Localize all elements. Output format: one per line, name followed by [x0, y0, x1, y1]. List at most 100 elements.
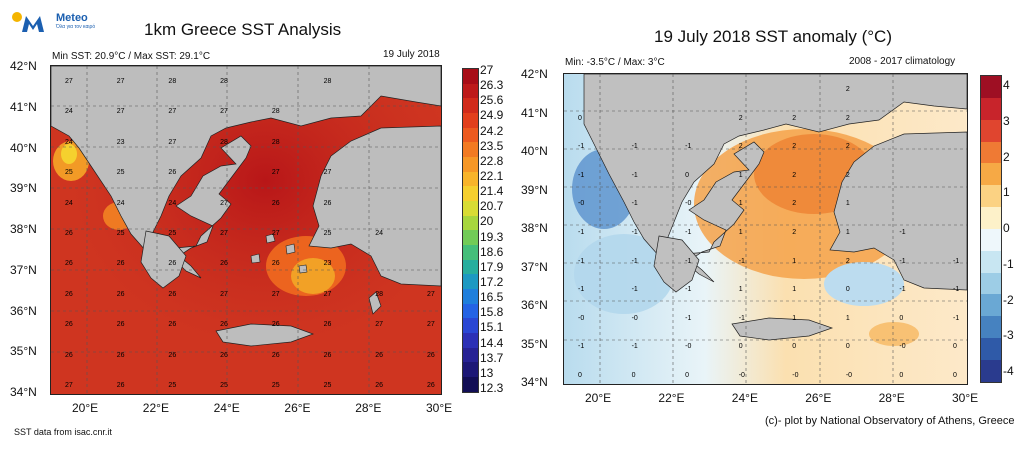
grid-value-label: 24: [116, 199, 125, 207]
colorbar-tick-label: 13: [480, 365, 494, 380]
grid-value-label: 26: [323, 351, 332, 359]
right-anomaly-stats: Min: -3.5°C / Max: 3°C: [565, 57, 665, 68]
grid-value-label: 26: [220, 351, 228, 359]
colorbar-swatch: [981, 272, 1001, 295]
colorbar-swatch: [463, 98, 478, 114]
colorbar-tick-label: 17.9: [480, 259, 504, 274]
grid-value-label: 1: [792, 314, 797, 322]
grid-value-label: -1: [899, 229, 906, 236]
colorbar-swatch: [463, 127, 478, 143]
latitude-label: 36°N: [10, 303, 37, 318]
grid-value-label: 27: [323, 169, 332, 177]
colorbar-swatch: [463, 83, 478, 99]
grid-value-label: 27: [116, 108, 125, 116]
colorbar-tick-label: 24.2: [480, 123, 504, 138]
grid-value-label: 25: [116, 169, 125, 177]
grid-value-label: 1: [738, 229, 743, 236]
grid-value-label: -1: [631, 200, 638, 208]
grid-value-label: 0: [792, 343, 797, 351]
grid-value-label: -1: [685, 229, 692, 236]
colorbar-swatch: [981, 207, 1001, 229]
grid-value-label: 24: [375, 230, 384, 237]
cyclades-islands: [250, 233, 308, 274]
grid-value-label: -1: [953, 257, 960, 265]
grid-value-label: -0: [578, 200, 585, 208]
colorbar-tick-label: 22.1: [480, 169, 504, 183]
colorbar-swatch: [463, 289, 478, 304]
grid-value-label: 26: [116, 382, 125, 389]
colorbar-swatch: [981, 338, 1001, 360]
grid-value-label: -1: [685, 143, 692, 151]
grid-value-label: 26: [65, 321, 73, 329]
grid-value-label: 26: [271, 351, 280, 359]
left-sst-stats: Min SST: 20.9°C / Max SST: 29.1°C: [52, 51, 211, 62]
grid-value-label: 26: [168, 321, 177, 329]
grid-value-label: 26: [116, 351, 125, 359]
colorbar-tick-label: 19.3: [480, 229, 504, 244]
colorbar-swatch: [463, 113, 478, 128]
peloponnese: [140, 230, 187, 289]
colorbar-tick-label: 18.6: [480, 244, 504, 259]
grid-value-label: 2: [792, 200, 797, 208]
left-date: 19 July 2018: [383, 49, 440, 60]
latitude-label: 34°N: [10, 385, 37, 399]
grid-value-label: 26: [427, 382, 435, 389]
grid-value-label: 0: [685, 372, 690, 379]
grid-value-label: 27: [168, 138, 177, 146]
colorbar-tick-label: 20.7: [480, 199, 504, 214]
grid-value-label: 24: [65, 108, 73, 116]
grid-value-label: 2: [792, 143, 797, 151]
grid-value-label: -0: [738, 372, 745, 379]
grid-value-label: 26: [271, 260, 280, 268]
colorbar-swatch: [981, 228, 1001, 251]
colorbar-tick-label: 2: [1003, 149, 1010, 164]
grid-value-label: 0: [899, 372, 904, 379]
grid-value-label: 0: [953, 343, 957, 351]
grid-value-label: -1: [685, 286, 692, 294]
colorbar-tick-label: 20: [480, 214, 494, 229]
latitude-label: 37°N: [521, 259, 548, 274]
latitude-label: 42°N: [521, 67, 548, 81]
grid-value-label: 26: [168, 169, 177, 177]
grid-value-label: -1: [578, 171, 585, 179]
colorbar-swatch: [463, 69, 478, 84]
grid-value-label: 26: [168, 351, 177, 359]
grid-value-label: 25: [220, 382, 228, 389]
brand-name: Meteo: [56, 12, 88, 24]
colorbar-swatch: [981, 141, 1001, 164]
longitude-label: 28°E: [878, 391, 905, 405]
grid-value-label: 2: [792, 114, 797, 122]
grid-value-label: 26: [168, 260, 177, 268]
grid-value-label: 26: [271, 199, 280, 207]
grid-value-label: 27: [271, 169, 280, 177]
grid-value-label: -1: [953, 314, 960, 322]
grid-value-label: -1: [899, 257, 906, 265]
grid-value-label: 27: [271, 290, 280, 298]
grid-value-label: 26: [375, 351, 384, 359]
colorbar-tick-label: 25.6: [480, 93, 504, 108]
longitude-label: 22°E: [658, 391, 685, 405]
grid-value-label: 26: [323, 199, 332, 207]
colorbar-swatch: [463, 157, 478, 172]
grid-value-label: -1: [738, 257, 745, 265]
grid-value-label: 27: [427, 321, 435, 329]
anomaly-anatolia-landmass: [829, 131, 967, 291]
longitude-label: 24°E: [731, 391, 758, 405]
longitude-label: 24°E: [213, 401, 240, 415]
grid-value-label: 1: [792, 286, 797, 294]
grid-value-label: 2: [845, 171, 850, 179]
colorbar-swatch: [981, 76, 1001, 98]
grid-value-label: 23: [116, 138, 125, 146]
grid-value-label: 2: [792, 171, 797, 179]
colorbar-tick-label: 27: [480, 63, 494, 77]
grid-value-label: 1: [738, 171, 743, 179]
grid-value-label: 26: [116, 290, 125, 298]
anomaly-graticule: [564, 74, 967, 384]
anatolia-landmass: [308, 125, 441, 287]
colorbar-swatch: [463, 171, 478, 187]
grid-value-label: 24: [65, 138, 73, 146]
colorbar-tick-label: 21.4: [480, 184, 504, 199]
grid-value-label: 27: [220, 230, 228, 237]
colorbar-swatch: [463, 362, 478, 378]
colorbar-swatch: [981, 185, 1001, 208]
